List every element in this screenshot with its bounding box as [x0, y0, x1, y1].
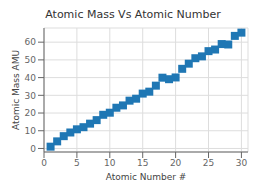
svg-text:40: 40 [25, 73, 37, 83]
svg-text:60: 60 [25, 37, 37, 47]
svg-text:25: 25 [203, 158, 214, 168]
svg-text:20: 20 [170, 158, 182, 168]
svg-text:50: 50 [25, 55, 37, 65]
svg-text:10: 10 [25, 126, 37, 136]
html-text:Atomic Mass Vs Atomic Number: Atomic Mass Vs Atomic Number [45, 8, 221, 21]
svg-text:0: 0 [41, 158, 47, 168]
svg-text:10: 10 [104, 158, 116, 168]
svg-text:30: 30 [236, 158, 248, 168]
svg-text:20: 20 [25, 108, 37, 118]
svg-text:30: 30 [25, 91, 37, 101]
svg-text:15: 15 [137, 158, 148, 168]
svg-text:Atomic Number #: Atomic Number # [106, 172, 187, 182]
svg-text:Atomic Mass AMU: Atomic Mass AMU [11, 50, 21, 130]
svg-text:0: 0 [30, 144, 36, 154]
svg-text:5: 5 [74, 158, 80, 168]
